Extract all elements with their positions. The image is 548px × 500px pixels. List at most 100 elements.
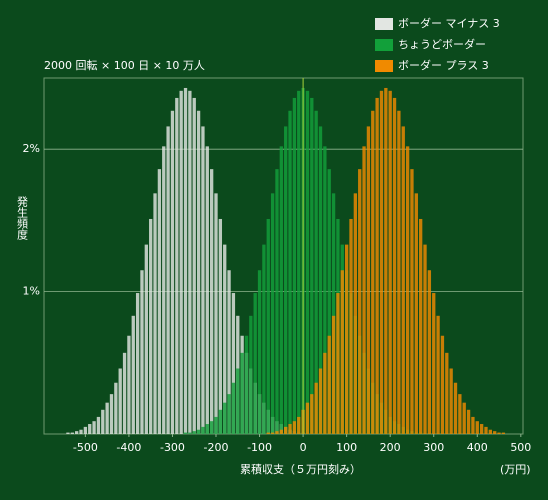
bar: [479, 424, 484, 434]
x-tick-label: 500: [510, 441, 531, 454]
bar: [127, 335, 131, 434]
bar: [331, 315, 336, 434]
bar: [231, 382, 236, 434]
bar: [310, 97, 314, 434]
bar: [70, 432, 74, 434]
x-axis-label: 累積収支（５万円刻み）: [240, 462, 361, 476]
legend-swatch: [375, 18, 393, 30]
x-tick-label: -300: [160, 441, 185, 454]
bar: [96, 416, 101, 434]
bar: [305, 402, 310, 434]
bar: [170, 110, 175, 434]
bar: [135, 293, 140, 434]
bar: [131, 315, 135, 434]
bar: [92, 421, 96, 434]
bar: [179, 90, 183, 434]
bar: [440, 335, 445, 434]
bar: [401, 126, 405, 434]
bar: [218, 218, 223, 434]
bar: [183, 87, 188, 434]
bar: [227, 270, 231, 434]
bar: [501, 432, 506, 434]
bar: [223, 402, 227, 434]
bar: [427, 270, 432, 434]
bar: [122, 352, 127, 434]
bar: [249, 315, 253, 434]
bar: [353, 193, 358, 434]
bar: [497, 432, 501, 434]
bar: [436, 315, 440, 434]
bar: [279, 146, 283, 435]
bar: [336, 293, 340, 434]
bar: [484, 426, 488, 434]
bar: [405, 146, 410, 435]
bar: [310, 394, 314, 434]
bar: [214, 193, 218, 434]
bar: [292, 97, 297, 434]
legend-label: ボーダー プラス 3: [398, 58, 489, 72]
bar: [83, 426, 88, 434]
bar: [414, 193, 418, 434]
bar: [253, 293, 257, 434]
bar: [349, 218, 353, 434]
bar: [488, 429, 492, 434]
bar: [266, 218, 270, 434]
bar: [257, 270, 262, 434]
legend-label: ちょうどボーダー: [398, 37, 486, 51]
bar: [471, 416, 475, 434]
bar: [275, 431, 279, 434]
bar: [79, 429, 83, 434]
bar: [114, 382, 118, 434]
legend-swatch: [375, 39, 393, 51]
bar: [288, 110, 292, 434]
bar: [275, 169, 279, 435]
bar: [379, 90, 384, 434]
bar: [162, 146, 166, 435]
y-tick-label: 2%: [23, 142, 40, 155]
bar: [175, 97, 179, 434]
y-axis-label: 発生頻度: [16, 195, 29, 241]
bar: [384, 87, 388, 434]
bar: [192, 431, 196, 434]
bar: [209, 169, 214, 435]
x-tick-label: -400: [116, 441, 141, 454]
bar: [218, 409, 223, 434]
bar: [340, 270, 344, 434]
x-tick-label: 400: [467, 441, 488, 454]
bar: [475, 421, 479, 434]
bar: [109, 394, 114, 434]
bar: [118, 368, 122, 434]
bar: [244, 335, 249, 434]
bar: [410, 169, 414, 435]
x-tick-label: 100: [336, 441, 357, 454]
bar: [305, 90, 310, 434]
bar: [240, 352, 244, 434]
bar: [445, 352, 449, 434]
bar: [223, 244, 227, 434]
bar: [279, 429, 283, 434]
bar: [375, 97, 379, 434]
bar: [227, 394, 231, 434]
bar: [284, 126, 288, 434]
bar: [192, 97, 196, 434]
chart-subtitle: 2000 回転 × 100 日 × 10 万人: [44, 59, 205, 72]
bar: [292, 421, 297, 434]
bar: [236, 368, 240, 434]
legend-swatch: [375, 60, 393, 72]
x-tick-label: -200: [204, 441, 229, 454]
bar: [88, 424, 92, 434]
plot-frame: [43, 77, 524, 435]
bar: [166, 126, 170, 434]
bar: [449, 368, 453, 434]
bar: [149, 218, 153, 434]
bar: [153, 193, 157, 434]
y-tick-label: 1%: [23, 285, 40, 298]
bar: [493, 431, 497, 434]
x-tick-label: -500: [73, 441, 98, 454]
bar: [101, 409, 105, 434]
bar: [201, 426, 205, 434]
bar: [314, 110, 318, 434]
bar: [297, 90, 301, 434]
bar: [262, 244, 266, 434]
